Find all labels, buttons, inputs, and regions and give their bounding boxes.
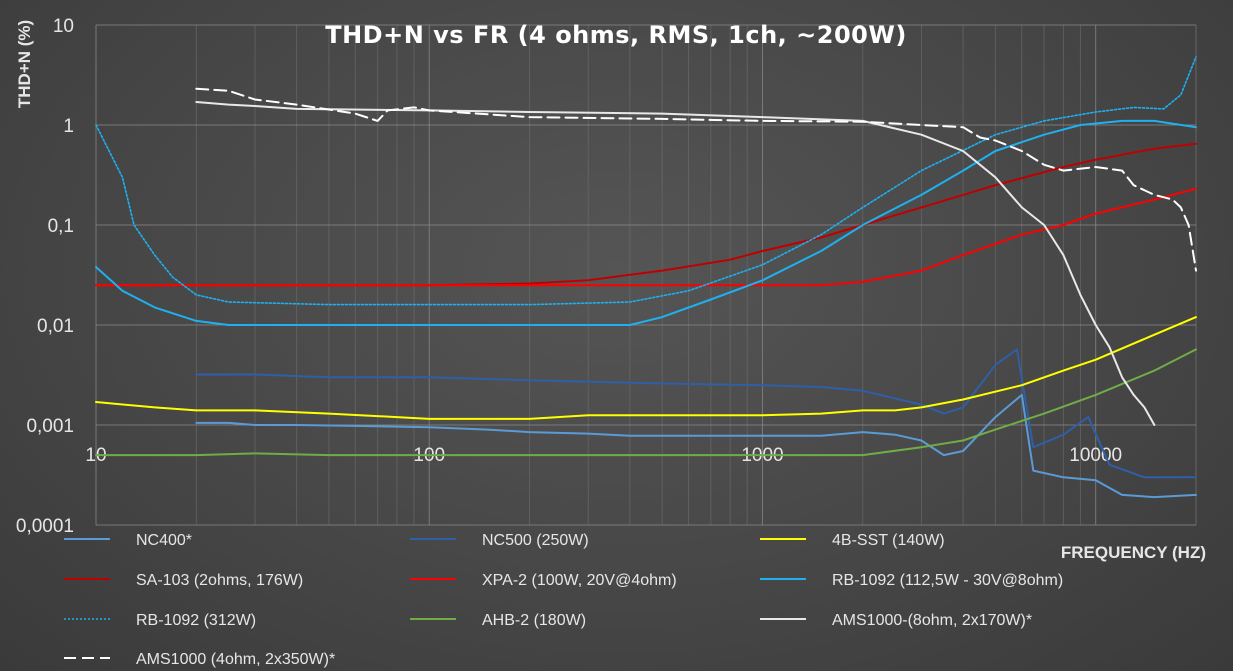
- y-tick-label: 10: [53, 16, 74, 37]
- legend-item: NC400*: [64, 532, 192, 549]
- legend-item: SA-103 (2ohms, 176W): [64, 572, 303, 589]
- series-line-5: [95, 119, 1197, 326]
- chart-title: THD+N vs FR (4 ohms, RMS, 1ch, ~200W): [325, 21, 907, 49]
- legend-item: RB-1092 (112,5W - 30V@8ohm): [760, 572, 1063, 589]
- legend-label: AMS1000-(8ohm, 2x170W)*: [832, 612, 1032, 629]
- legend: NC400* NC500 (250W) 4B-SST (140W) SA-103 (2…: [64, 532, 1063, 668]
- series-line-6: [95, 56, 1197, 306]
- y-tick-label: 1: [63, 116, 74, 137]
- legend-label: RB-1092 (112,5W - 30V@8ohm): [832, 572, 1063, 589]
- series-line-4: [95, 187, 1197, 287]
- legend-label: SA-103 (2ohms, 176W): [136, 572, 303, 589]
- legend-label: RB-1092 (312W): [136, 612, 256, 629]
- series-lines: [95, 56, 1197, 499]
- legend-item: NC500 (250W): [410, 532, 589, 549]
- series-line-8: [195, 101, 1156, 426]
- x-axis-label: FREQUENCY (HZ): [1061, 543, 1206, 562]
- legend-label: AHB-2 (180W): [482, 612, 586, 629]
- y-tick-label: 0,01: [37, 316, 74, 337]
- series-line-2: [95, 316, 1197, 420]
- legend-item: 4B-SST (140W): [760, 532, 945, 549]
- legend-label: NC500 (250W): [482, 532, 589, 549]
- legend-label: XPA-2 (100W, 20V@4ohm): [482, 572, 677, 589]
- y-tick-label: 0,001: [26, 416, 74, 437]
- series-line-9: [195, 87, 1197, 272]
- series-line-0: [195, 393, 1197, 499]
- legend-label: 4B-SST (140W): [832, 532, 945, 549]
- legend-label: NC400*: [136, 532, 192, 549]
- legend-item: AHB-2 (180W): [410, 612, 586, 629]
- legend-item: RB-1092 (312W): [64, 612, 256, 629]
- series-line-1: [195, 348, 1197, 479]
- series-line-7: [95, 348, 1197, 457]
- x-tick-label: 10000: [1069, 445, 1122, 466]
- legend-item: XPA-2 (100W, 20V@4ohm): [410, 572, 677, 589]
- y-tick-label: 0,1: [48, 216, 74, 237]
- y-tick-label: 0,0001: [16, 516, 74, 537]
- y-axis-label: THD+N (%): [15, 20, 34, 108]
- legend-item: AMS1000-(8ohm, 2x170W)*: [760, 612, 1032, 629]
- legend-label: AMS1000 (4ohm, 2x350W)*: [136, 651, 335, 668]
- legend-item: AMS1000 (4ohm, 2x350W)*: [64, 651, 335, 668]
